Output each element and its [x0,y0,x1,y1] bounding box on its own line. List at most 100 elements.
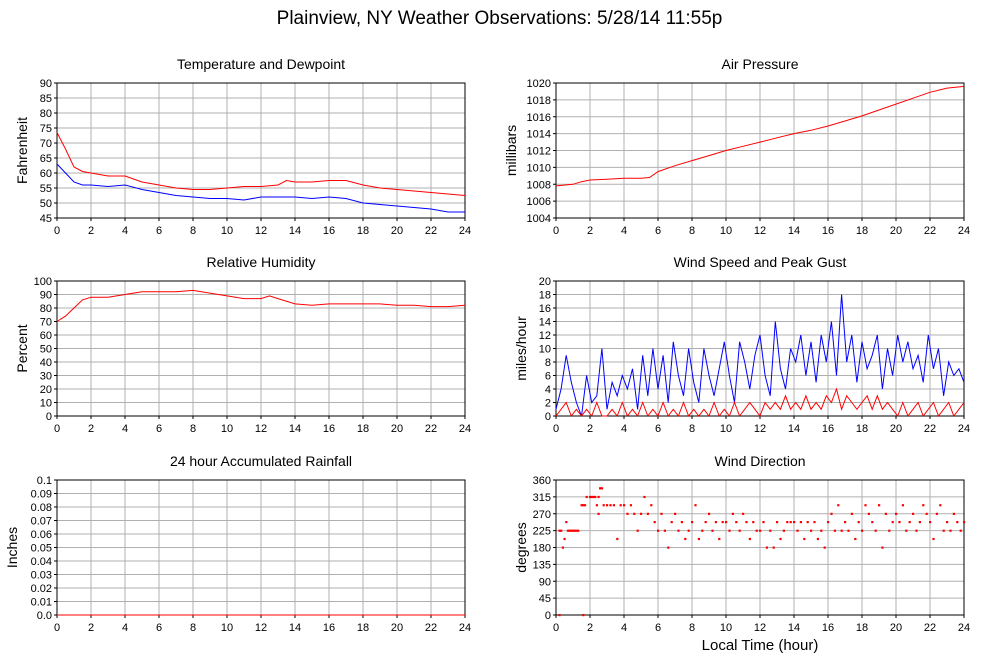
data-point [813,521,816,524]
x-tick-label: 12 [754,622,766,634]
y-tick-label: 80 [40,303,52,315]
data-point [590,495,593,499]
x-tick-label: 16 [822,423,834,435]
data-point [939,504,942,507]
y-axis-label: Percent [14,324,30,372]
x-tick-label: 18 [357,225,369,237]
y-axis-label: Inches [4,527,20,568]
data-point [925,512,928,515]
x-tick-label: 20 [890,225,902,237]
chart-title: Temperature and Dewpoint [177,56,345,72]
data-point [782,529,785,532]
y-tick-label: 75 [40,123,52,135]
y-tick-label: 1006 [527,196,551,208]
x-tick-label: 4 [621,423,627,435]
data-point [857,521,860,524]
y-tick-label: 270 [533,509,551,521]
x-tick-label: 6 [655,622,661,634]
data-point [680,521,683,524]
data-point [963,521,966,524]
x-tick-label: 8 [689,423,695,435]
series-line-red [555,85,965,187]
x-tick-label: 0 [54,622,60,634]
data-point [823,546,826,549]
data-point [616,537,619,541]
y-tick-label: 30 [40,371,52,383]
x-tick-label: 2 [88,225,94,237]
x-tick-label: 18 [357,423,369,435]
x-tick-label: 2 [587,423,593,435]
x-tick-label: 8 [190,423,196,435]
x-tick-label: 22 [425,225,437,237]
x-tick-label: 12 [255,622,267,634]
data-point [837,504,840,507]
y-tick-label: 0.08 [31,502,52,514]
y-tick-label: 0.0 [37,610,52,622]
x-tick-label: 10 [720,622,732,634]
data-point [558,614,561,617]
data-point [670,521,673,524]
y-tick-label: 16 [539,303,551,315]
data-point [597,512,600,515]
y-tick-label: 0.03 [31,570,52,582]
y-tick-label: 50 [40,198,52,210]
y-tick-label: 12 [539,330,551,342]
data-point [694,504,697,507]
x-tick-label: 6 [156,622,162,634]
data-point [566,529,570,532]
y-tick-label: 20 [40,384,52,396]
y-tick-label: 70 [40,138,52,150]
chart-title: Wind Direction [714,453,805,469]
data-point [561,546,564,549]
data-point [600,487,604,490]
x-tick-label: 0 [54,225,60,237]
y-tick-label: 1008 [527,179,551,191]
data-point [565,521,568,524]
x-tick-label: 12 [754,423,766,435]
y-tick-label: 18 [539,290,551,302]
data-point [697,537,700,541]
y-tick-label: 10 [539,344,551,356]
y-tick-label: 0.04 [31,556,52,568]
y-tick-label: 90 [539,576,551,588]
x-tick-label: 22 [924,423,936,435]
data-point [901,504,904,507]
x-tick-label: 6 [156,423,162,435]
data-point [776,521,779,524]
x-tick-label: 4 [621,622,627,634]
x-axis-label: Local Time (hour) [702,637,819,654]
data-point [563,537,566,541]
x-tick-label: 2 [88,423,94,435]
y-tick-label: 55 [40,183,52,195]
data-point [884,512,887,515]
y-tick-label: 2 [545,398,551,410]
data-point [735,521,738,524]
data-point [623,504,626,507]
data-point [765,546,768,549]
x-tick-label: 16 [822,225,834,237]
y-tick-label: 45 [40,213,52,225]
x-tick-label: 0 [553,622,559,634]
x-tick-label: 0 [553,225,559,237]
data-point [725,521,728,524]
data-point [582,614,585,617]
y-tick-label: 0.01 [31,597,52,609]
x-tick-label: 8 [689,225,695,237]
data-point [772,546,775,549]
data-point [612,504,615,507]
data-point [830,512,833,515]
y-tick-label: 20 [539,276,551,288]
data-point [915,529,918,532]
data-point [806,521,809,524]
data-point [687,529,690,532]
x-tick-label: 18 [856,225,868,237]
data-point [714,521,717,524]
y-tick-label: 100 [34,276,52,288]
data-point [728,529,731,532]
data-point [905,529,908,532]
data-point [861,529,864,532]
